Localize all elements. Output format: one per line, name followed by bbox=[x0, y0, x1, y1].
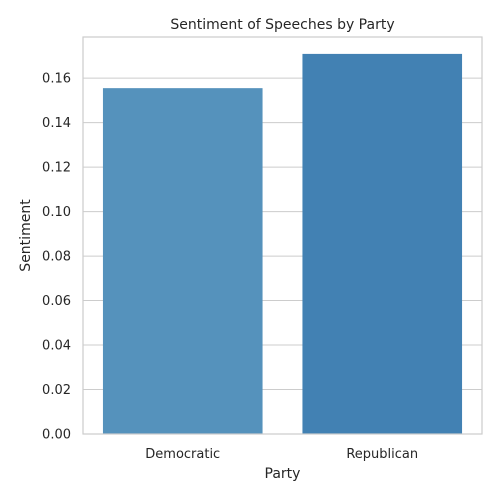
y-tick-label: 0.08 bbox=[42, 250, 71, 265]
y-tick-label: 0.10 bbox=[42, 205, 71, 220]
y-tick-label: 0.12 bbox=[42, 161, 71, 176]
x-tick-label: Democratic bbox=[145, 447, 220, 462]
x-tick-label: Republican bbox=[346, 447, 418, 462]
y-tick-label: 0.00 bbox=[42, 428, 71, 443]
x-tick-labels: Democratic Republican bbox=[145, 447, 418, 462]
bar-layer bbox=[103, 54, 462, 434]
chart-title: Sentiment of Speeches by Party bbox=[170, 17, 394, 33]
y-tick-labels: 0.00 0.02 0.04 0.06 0.08 0.10 0.12 0.14 0.16 bbox=[42, 72, 71, 443]
y-tick-label: 0.14 bbox=[42, 116, 71, 131]
y-tick-label: 0.06 bbox=[42, 294, 71, 309]
bar-republican bbox=[302, 54, 462, 434]
y-tick-label: 0.04 bbox=[42, 339, 71, 354]
y-tick-label: 0.02 bbox=[42, 383, 71, 398]
bar-democratic bbox=[103, 88, 263, 434]
x-axis-label: Party bbox=[265, 466, 301, 482]
y-tick-label: 0.16 bbox=[42, 72, 71, 87]
y-axis-label: Sentiment bbox=[18, 199, 34, 272]
